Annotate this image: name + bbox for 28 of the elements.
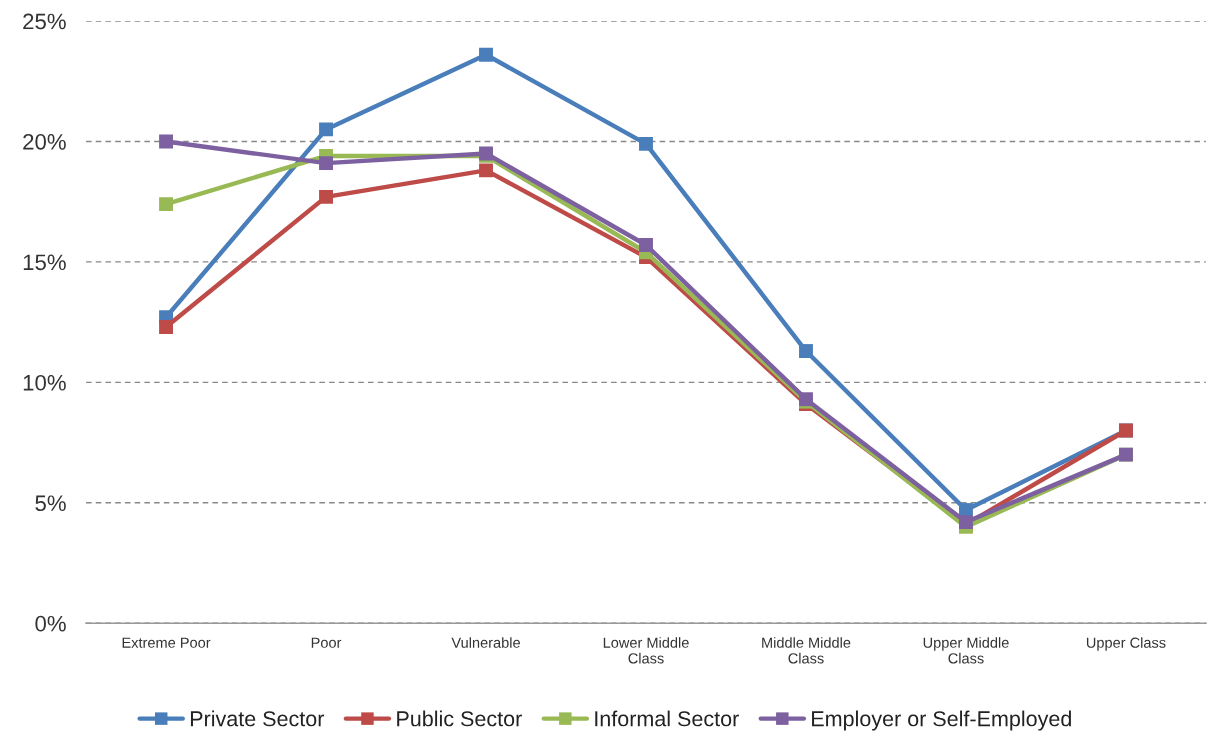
x-tick-label: Extreme Poor <box>122 637 211 648</box>
x-tick-label: Middle Middle Class <box>762 637 851 664</box>
point <box>159 134 173 149</box>
x-tick-label: Vulnerable <box>451 637 520 648</box>
point <box>159 197 173 212</box>
legend-label: Private Sector <box>190 710 325 727</box>
y-tick-label: 20% <box>23 133 66 150</box>
x-tick-label: Upper Class <box>1086 637 1166 651</box>
x-tick-label: Upper Middle Class <box>923 637 1009 664</box>
x-tick-label: Lower Middle Class <box>603 637 689 664</box>
y-tick-label: 15% <box>23 254 66 271</box>
y-tick-label: 10% <box>23 374 66 391</box>
x-tick-label: Poor <box>311 637 342 648</box>
point <box>639 238 653 252</box>
point <box>319 122 333 137</box>
point <box>639 136 653 151</box>
point <box>799 344 813 358</box>
legend-label: Informal Sector <box>595 710 739 727</box>
y-tick-label: 25% <box>23 13 66 30</box>
point <box>479 163 493 178</box>
point <box>319 189 333 204</box>
y-tick-label: 5% <box>35 495 66 512</box>
legend-label: Public Sector <box>397 710 522 727</box>
legend-label: Employer or Self-Employed <box>812 710 1071 731</box>
point <box>479 47 493 62</box>
point <box>319 156 333 171</box>
point <box>159 320 173 334</box>
y-tick-label: 0% <box>35 615 66 632</box>
